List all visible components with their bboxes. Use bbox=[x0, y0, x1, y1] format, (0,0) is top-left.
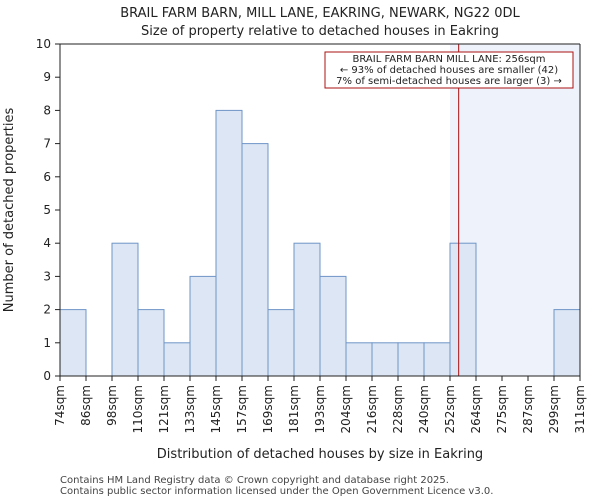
y-tick-label-5: 5 bbox=[43, 203, 51, 217]
x-tick-label-240sqm: 240sqm bbox=[417, 385, 431, 433]
x-tick-label-275sqm: 275sqm bbox=[495, 385, 509, 433]
x-tick-label-157sqm: 157sqm bbox=[235, 385, 249, 433]
bar-240sqm bbox=[423, 342, 451, 377]
x-ticks: 74sqm 86sqm 98sqm 110sqm 121sqm 133sqm 145sqm 1… bbox=[53, 376, 587, 433]
x-axis-label: Distribution of detached houses by size … bbox=[157, 447, 483, 462]
bar-228sqm bbox=[397, 342, 425, 377]
x-tick-label-86sqm: 86sqm bbox=[79, 385, 93, 426]
annotation-line-2: ← 93% of detached houses are smaller (42… bbox=[340, 65, 558, 76]
y-tick-label-10: 10 bbox=[36, 37, 51, 51]
bar-110sqm bbox=[137, 309, 165, 377]
bar-121sqm bbox=[163, 342, 191, 377]
bar-157sqm bbox=[241, 143, 269, 377]
y-tick-label-8: 8 bbox=[43, 103, 51, 117]
footer-line-1: Contains HM Land Registry data © Crown c… bbox=[60, 475, 449, 486]
chart-subtitle: Size of property relative to detached ho… bbox=[141, 24, 499, 39]
x-tick-label-299sqm: 299sqm bbox=[547, 385, 561, 433]
x-tick-label-216sqm: 216sqm bbox=[365, 385, 379, 433]
y-ticks: 0 1 2 3 4 5 6 7 8 9 10 bbox=[36, 37, 60, 383]
x-tick-label-133sqm: 133sqm bbox=[183, 385, 197, 433]
x-tick-label-311sqm: 311sqm bbox=[573, 385, 587, 433]
x-tick-label-98sqm: 98sqm bbox=[105, 385, 119, 426]
bar-299sqm bbox=[553, 309, 581, 377]
bar-204sqm bbox=[345, 342, 373, 377]
y-tick-label-1: 1 bbox=[43, 336, 51, 350]
bar-252sqm bbox=[449, 242, 477, 377]
x-tick-label-252sqm: 252sqm bbox=[443, 385, 457, 433]
y-tick-label-2: 2 bbox=[43, 303, 51, 317]
y-tick-label-3: 3 bbox=[43, 269, 51, 283]
x-tick-label-181sqm: 181sqm bbox=[287, 385, 301, 433]
y-tick-label-9: 9 bbox=[43, 70, 51, 84]
bar-216sqm bbox=[371, 342, 399, 377]
bar-181sqm bbox=[293, 242, 321, 377]
x-tick-label-110sqm: 110sqm bbox=[131, 385, 145, 433]
x-tick-label-204sqm: 204sqm bbox=[339, 385, 353, 433]
x-tick-label-169sqm: 169sqm bbox=[261, 385, 275, 433]
y-tick-label-4: 4 bbox=[43, 236, 51, 250]
footer-line-2: Contains public sector information licen… bbox=[60, 486, 493, 497]
chart-title: BRAIL FARM BARN, MILL LANE, EAKRING, NEW… bbox=[120, 6, 520, 21]
x-tick-label-193sqm: 193sqm bbox=[313, 385, 327, 433]
x-tick-label-287sqm: 287sqm bbox=[521, 385, 535, 433]
bar-145sqm bbox=[215, 109, 243, 377]
bars-layer bbox=[59, 109, 581, 377]
x-tick-label-264sqm: 264sqm bbox=[469, 385, 483, 433]
bar-169sqm bbox=[267, 309, 295, 377]
y-tick-label-6: 6 bbox=[43, 170, 51, 184]
y-tick-label-7: 7 bbox=[43, 137, 51, 151]
annotation-box: BRAIL FARM BARN MILL LANE: 256sqm ← 93% … bbox=[324, 51, 574, 89]
annotation-frame bbox=[324, 51, 574, 89]
bar-193sqm bbox=[319, 275, 347, 377]
annotation-line-3: 7% of semi-detached houses are larger (3… bbox=[336, 76, 562, 87]
annotation-line-1: BRAIL FARM BARN MILL LANE: 256sqm bbox=[353, 54, 546, 65]
bar-98sqm bbox=[111, 242, 139, 377]
y-axis-label: Number of detached properties bbox=[2, 108, 17, 313]
x-tick-label-228sqm: 228sqm bbox=[391, 385, 405, 433]
bar-74sqm bbox=[59, 309, 87, 377]
x-tick-label-74sqm: 74sqm bbox=[53, 385, 67, 426]
y-tick-label-0: 0 bbox=[43, 369, 51, 383]
x-tick-label-121sqm: 121sqm bbox=[157, 385, 171, 433]
bar-133sqm bbox=[189, 275, 217, 377]
x-tick-label-145sqm: 145sqm bbox=[209, 385, 223, 433]
